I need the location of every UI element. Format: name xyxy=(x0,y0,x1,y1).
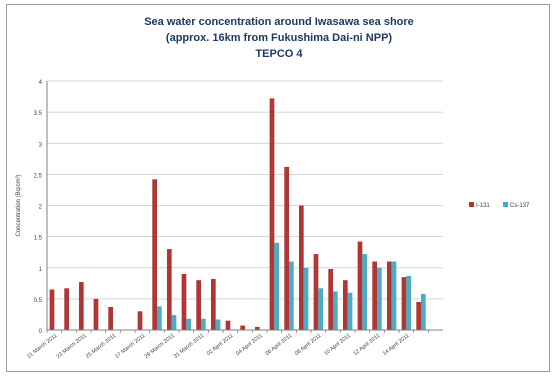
x-tick-label: 27 March 2011 xyxy=(114,333,146,360)
legend-label-cs-137: Cs-137 xyxy=(510,203,530,209)
x-tick-label: 06 April 2011 xyxy=(265,333,294,357)
bar-i-131 xyxy=(416,301,421,330)
x-tick-label: 08 April 2011 xyxy=(294,333,323,357)
x-tick-label: 25 March 2011 xyxy=(85,333,117,360)
bar-i-131 xyxy=(284,166,289,330)
bar-cs-137 xyxy=(362,254,368,330)
title-line-1: Sea water concentration around Iwasawa s… xyxy=(144,16,414,28)
bar-i-131 xyxy=(269,98,275,331)
bar-cs-137 xyxy=(186,318,192,330)
bar-cs-137 xyxy=(318,288,324,330)
bar-cs-137 xyxy=(377,267,382,330)
bar-cs-137 xyxy=(274,242,280,330)
bar-i-131 xyxy=(181,273,187,330)
bar-cs-137 xyxy=(347,292,353,330)
bar-i-131 xyxy=(137,311,143,330)
bar-i-131 xyxy=(386,261,392,330)
title-line-3: TEPCO 4 xyxy=(255,48,303,60)
bar-i-131 xyxy=(401,277,407,330)
bar-i-131 xyxy=(108,306,113,330)
x-tick-label: 23 March 2011 xyxy=(56,333,88,360)
bar-i-131 xyxy=(254,326,260,330)
bar-cs-137 xyxy=(215,319,221,330)
bar-i-131 xyxy=(210,278,216,330)
bar-cs-137 xyxy=(391,261,397,330)
bar-i-131 xyxy=(372,261,377,330)
bar-cs-137 xyxy=(333,291,338,330)
y-tick-label: 4 xyxy=(39,80,43,86)
bar-i-131 xyxy=(240,325,245,330)
x-tick-label: 04 April 2011 xyxy=(235,333,264,357)
bar-i-131 xyxy=(298,205,304,330)
bar-i-131 xyxy=(78,282,84,330)
chart-svg: Sea water concentration around Iwasawa s… xyxy=(16,16,530,360)
legend-swatch-i-131 xyxy=(469,202,474,207)
legend: I-131 Cs-137 xyxy=(469,202,530,209)
x-tick-label: 02 April 2011 xyxy=(206,333,235,357)
x-tick-label: 14 April 2011 xyxy=(382,333,411,357)
x-tick-label: 31 March 2011 xyxy=(173,333,205,360)
bar-cs-137 xyxy=(201,318,206,330)
y-tick-label: 3 xyxy=(39,142,43,148)
bar-i-131 xyxy=(196,280,201,330)
bar-i-131 xyxy=(64,288,69,330)
bar-i-131 xyxy=(166,249,172,330)
y-tick-label: 2 xyxy=(39,205,43,211)
bar-cs-137 xyxy=(157,306,162,330)
bar-cs-137 xyxy=(289,261,294,330)
bar-i-131 xyxy=(93,298,99,330)
y-axis-label: Concentration (Bq/cm³) xyxy=(16,174,22,236)
bars xyxy=(49,98,426,331)
y-tick-label: 0 xyxy=(39,329,43,335)
bar-cs-137 xyxy=(303,267,309,330)
bar-i-131 xyxy=(357,241,363,330)
x-tick-label: 10 April 2011 xyxy=(323,333,352,357)
bar-i-131 xyxy=(328,268,333,330)
y-tick-label: 1 xyxy=(39,267,43,273)
bar-i-131 xyxy=(342,280,348,330)
title-line-2: (approx. 16km from Fukushima Dai-ni NPP) xyxy=(166,32,392,44)
y-tick-label: 0.5 xyxy=(34,298,43,304)
legend-label-i-131: I-131 xyxy=(476,203,490,209)
x-tick-label: 29 March 2011 xyxy=(144,333,176,360)
bar-i-131 xyxy=(313,254,319,330)
bar-i-131 xyxy=(49,289,55,330)
bar-cs-137 xyxy=(406,275,412,330)
gridlines xyxy=(47,80,443,331)
legend-swatch-cs-137 xyxy=(503,202,508,207)
bar-i-131 xyxy=(152,179,157,330)
y-tick-label: 2.5 xyxy=(34,173,43,179)
bar-cs-137 xyxy=(171,315,177,330)
x-tick-label: 12 April 2011 xyxy=(353,333,382,357)
y-tick-label: 3.5 xyxy=(34,111,43,117)
bar-cs-137 xyxy=(421,293,426,330)
chart-title: Sea water concentration around Iwasawa s… xyxy=(144,16,414,60)
y-tick-label: 1.5 xyxy=(34,236,43,242)
x-tick-label: 21 March 2011 xyxy=(26,333,58,360)
bar-i-131 xyxy=(225,320,231,330)
chart-frame: Sea water concentration around Iwasawa s… xyxy=(6,4,550,372)
